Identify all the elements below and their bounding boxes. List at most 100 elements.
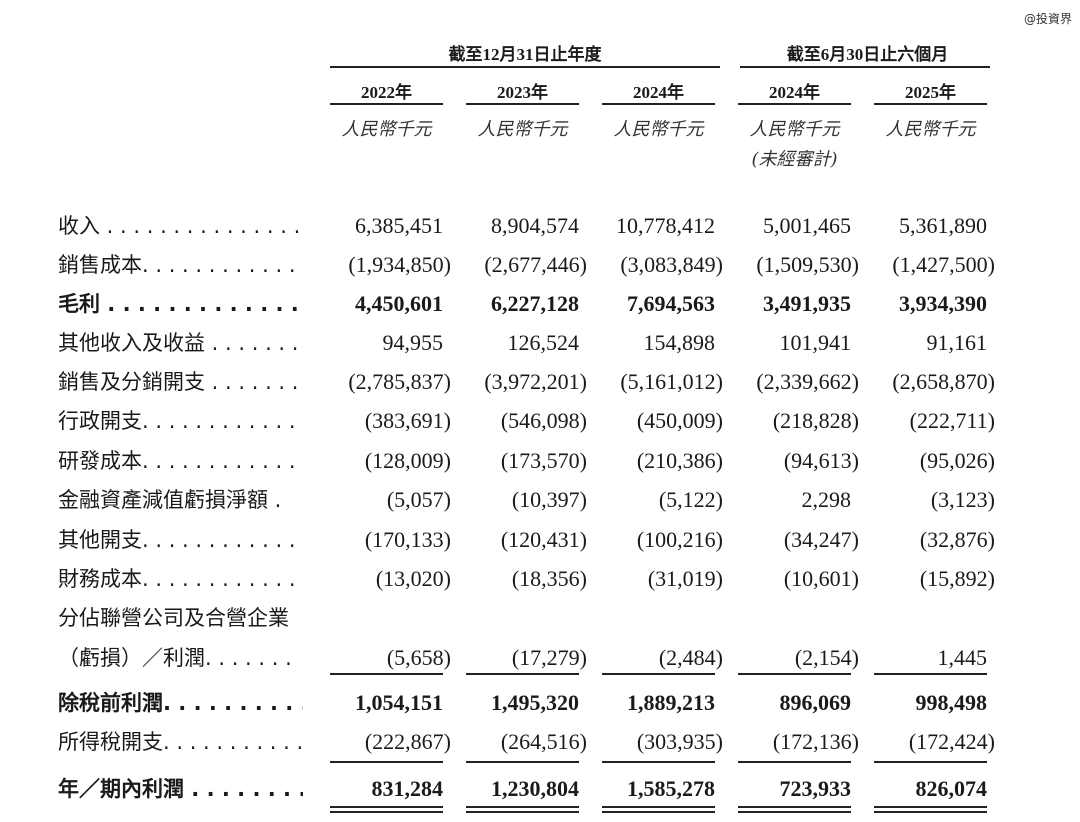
cell-value: (303,935) bbox=[636, 729, 723, 754]
total-rule bbox=[874, 761, 987, 763]
table-cell: 7,694,563 bbox=[602, 289, 715, 319]
table-cell: (5,658) bbox=[330, 643, 451, 673]
column-rule bbox=[330, 103, 443, 105]
table-cell: (3,083,849) bbox=[602, 250, 723, 280]
table-cell: (383,691) bbox=[330, 406, 451, 436]
row-label: 所得稅開支. . . . . . . . . . . bbox=[58, 730, 303, 754]
table-cell: (13,020) bbox=[330, 564, 451, 594]
row-label: 收入 . . . . . . . . . . . . . . . bbox=[58, 214, 301, 238]
table-cell: (34,247) bbox=[738, 525, 859, 555]
table-cell: 126,524 bbox=[466, 328, 580, 358]
table-cell: (172,424) bbox=[874, 727, 995, 757]
cell-value: 1,889,213 bbox=[627, 690, 715, 715]
cell-value: 1,585,278 bbox=[627, 776, 715, 801]
row-label: 金融資產減值虧損淨額 . bbox=[58, 488, 282, 512]
total-rule bbox=[602, 761, 715, 763]
table-cell: 2,298 bbox=[738, 485, 852, 515]
table-cell: (450,009) bbox=[602, 406, 723, 436]
cell-value: 723,933 bbox=[779, 776, 852, 801]
cell-value: (2,484) bbox=[658, 645, 723, 670]
table-cell: (120,431) bbox=[466, 525, 587, 555]
table-cell: 10,778,412 bbox=[602, 211, 715, 241]
cell-value: (95,026) bbox=[919, 448, 995, 473]
cell-value: 896,069 bbox=[779, 690, 852, 715]
row-label: 除稅前利潤. . . . . . . . . . . bbox=[58, 691, 303, 715]
total-rule bbox=[738, 811, 851, 813]
total-rule bbox=[466, 673, 579, 675]
cell-value: (17,279) bbox=[511, 645, 587, 670]
table-cell: (222,711) bbox=[874, 406, 995, 436]
column-rule bbox=[874, 103, 987, 105]
table-cell: (210,386) bbox=[602, 446, 723, 476]
table-cell: (100,216) bbox=[602, 525, 723, 555]
table-cell: (1,427,500) bbox=[874, 250, 995, 280]
cell-value: (450,009) bbox=[636, 408, 723, 433]
column-rule bbox=[602, 103, 715, 105]
table-cell: (2,658,870) bbox=[874, 367, 995, 397]
cell-value: 94,955 bbox=[382, 330, 444, 355]
cell-value: (15,892) bbox=[919, 566, 995, 591]
table-cell: (18,356) bbox=[466, 564, 587, 594]
cell-value: 5,361,890 bbox=[899, 213, 987, 238]
total-rule bbox=[330, 761, 443, 763]
table-cell: 1,585,278 bbox=[602, 774, 715, 804]
cell-value: (170,133) bbox=[364, 527, 451, 552]
cell-value: 6,227,128 bbox=[491, 291, 579, 316]
table-cell: (222,867) bbox=[330, 727, 451, 757]
row-label: 行政開支. . . . . . . . . . . . . bbox=[58, 409, 303, 433]
table-cell: 1,495,320 bbox=[466, 688, 579, 718]
total-rule bbox=[330, 806, 443, 808]
cell-value: (3,083,849) bbox=[620, 252, 723, 277]
table-cell: (95,026) bbox=[874, 446, 995, 476]
table-cell: (546,098) bbox=[466, 406, 587, 436]
table-cell: (172,136) bbox=[738, 727, 859, 757]
table-cell: (2,154) bbox=[738, 643, 859, 673]
column-year: 2024年 bbox=[769, 83, 820, 102]
cell-value: (1,509,530) bbox=[756, 252, 859, 277]
cell-value: (172,424) bbox=[908, 729, 995, 754]
table-cell: (218,828) bbox=[738, 406, 859, 436]
cell-value: (1,934,850) bbox=[348, 252, 451, 277]
header-group-annual: 截至12月31日止年度 bbox=[448, 45, 602, 64]
column-year: 2023年 bbox=[497, 83, 548, 102]
cell-value: (2,154) bbox=[794, 645, 859, 670]
table-cell: (3,972,201) bbox=[466, 367, 587, 397]
column-unit: 人民幣千元 bbox=[613, 119, 704, 140]
table-cell: 831,284 bbox=[330, 774, 444, 804]
row-label: 銷售成本. . . . . . . . . . . . . bbox=[58, 253, 303, 277]
cell-value: (120,431) bbox=[500, 527, 587, 552]
table-cell: (170,133) bbox=[330, 525, 451, 555]
table-cell: (5,122) bbox=[602, 485, 723, 515]
table-cell: 826,074 bbox=[874, 774, 988, 804]
cell-value: (264,516) bbox=[500, 729, 587, 754]
header-group-interim: 截至6月30日止六個月 bbox=[786, 45, 949, 64]
table-cell: 1,230,804 bbox=[466, 774, 579, 804]
table-cell: (1,934,850) bbox=[330, 250, 451, 280]
cell-value: (34,247) bbox=[783, 527, 859, 552]
table-cell: 8,904,574 bbox=[466, 211, 579, 241]
table-cell: (128,009) bbox=[330, 446, 451, 476]
column-year: 2024年 bbox=[633, 83, 684, 102]
table-cell: 723,933 bbox=[738, 774, 852, 804]
watermark-logo: @投資界 bbox=[1023, 12, 1072, 26]
total-rule bbox=[738, 673, 851, 675]
table-cell: (173,570) bbox=[466, 446, 587, 476]
column-unit: 人民幣千元 bbox=[341, 119, 432, 140]
table-cell: 5,001,465 bbox=[738, 211, 851, 241]
total-rule bbox=[466, 806, 579, 808]
cell-value: (218,828) bbox=[772, 408, 859, 433]
column-rule bbox=[466, 103, 579, 105]
cell-value: (546,098) bbox=[500, 408, 587, 433]
table-cell: (5,057) bbox=[330, 485, 451, 515]
total-rule bbox=[738, 806, 851, 808]
table-cell: (31,019) bbox=[602, 564, 723, 594]
row-label: 毛利 . . . . . . . . . . . . . . . bbox=[58, 292, 303, 316]
table-cell: 6,385,451 bbox=[330, 211, 443, 241]
cell-value: 5,001,465 bbox=[763, 213, 851, 238]
cell-value: 10,778,412 bbox=[616, 213, 715, 238]
row-label: 年／期內利潤 . . . . . . . . bbox=[58, 777, 303, 801]
table-cell: (2,339,662) bbox=[738, 367, 859, 397]
column-unit: 人民幣千元 bbox=[477, 119, 568, 140]
cell-value: (2,785,837) bbox=[348, 369, 451, 394]
table-cell: (17,279) bbox=[466, 643, 587, 673]
